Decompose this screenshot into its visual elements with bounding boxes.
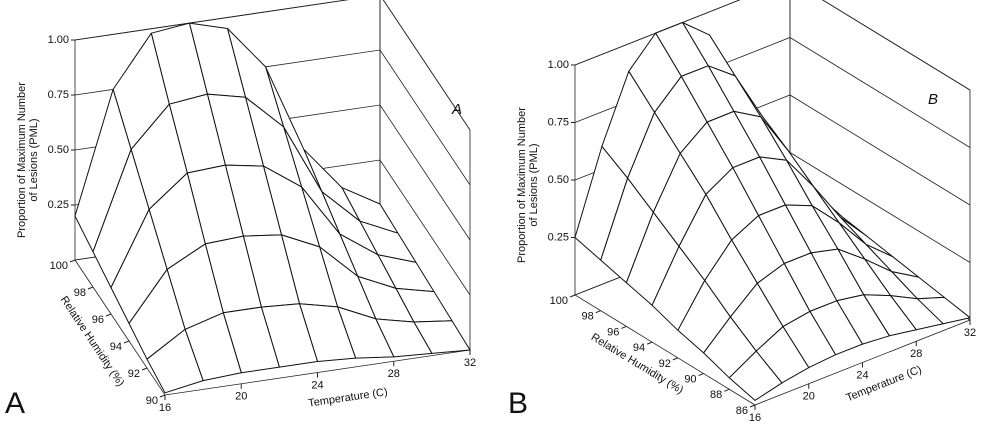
z-tick-label: 0.50: [548, 174, 569, 186]
z-tick-label: 0.25: [48, 199, 69, 211]
y-tick: [621, 325, 627, 329]
z-grid-line: [74, 0, 471, 131]
surface-cell: [146, 328, 204, 394]
y-tick-label: 96: [92, 314, 104, 326]
z-tick-label: 0.50: [48, 144, 69, 156]
y-tick-label: 98: [74, 287, 86, 299]
y-tick: [698, 373, 704, 377]
y-tick: [724, 388, 730, 392]
z-axis-label: Proportion of Maximum Number: [516, 107, 528, 263]
y-tick: [569, 294, 576, 298]
x-tick-label: 16: [159, 402, 171, 414]
y-tick: [69, 259, 76, 263]
x-tick-label: 28: [910, 348, 922, 360]
y-tick-label: 98: [581, 311, 593, 323]
z-tick-label: 0.75: [48, 89, 69, 101]
y-tick: [749, 404, 756, 408]
z-tick-label: 0.75: [548, 116, 569, 128]
z-tick-label: 0.25: [548, 231, 569, 243]
y-tick: [105, 313, 112, 317]
panel-label: A: [5, 387, 25, 420]
y-tick-label: 90: [146, 395, 158, 407]
y-tick-label: 86: [736, 405, 748, 417]
y-tick-label: 88: [710, 389, 722, 401]
z-axis-label: Proportion of Maximum Number: [16, 82, 28, 238]
y-tick: [159, 394, 166, 398]
surface-cell: [728, 350, 783, 401]
x-tick-label: 20: [235, 391, 247, 403]
x-tick-label: 24: [856, 369, 868, 381]
x-tick-label: 32: [464, 357, 476, 369]
y-tick-label: 92: [128, 368, 140, 380]
x-tick-label: 28: [388, 368, 400, 380]
y-tick: [595, 310, 601, 314]
y-tick-label: 94: [633, 342, 645, 354]
y-tick-label: 100: [50, 260, 68, 272]
x-tick-label: 24: [311, 379, 323, 391]
z-axis-label: of Lesions (PML): [28, 118, 40, 201]
x-tick-label: 32: [964, 327, 976, 339]
z-tick-label: 1.00: [548, 59, 569, 71]
y-tick: [123, 340, 130, 344]
inner-label: B: [928, 91, 938, 108]
inner-label: A: [451, 101, 462, 118]
z-tick-label: 1.00: [48, 34, 69, 46]
y-tick-label: 94: [110, 341, 122, 353]
y-tick: [141, 367, 148, 371]
y-tick: [672, 357, 679, 361]
y-tick: [646, 341, 653, 345]
y-tick-label: 90: [684, 373, 696, 385]
z-axis-label: of Lesions (PML): [528, 143, 540, 226]
panel-label: B: [508, 387, 528, 420]
y-tick-label: 100: [550, 295, 568, 307]
x-tick-label: 16: [749, 412, 761, 424]
y-tick-label: 92: [659, 358, 671, 370]
y-tick-label: 96: [607, 326, 619, 338]
x-tick-label: 20: [803, 391, 815, 403]
z-grid-line: [574, 0, 971, 91]
y-tick: [87, 286, 94, 290]
